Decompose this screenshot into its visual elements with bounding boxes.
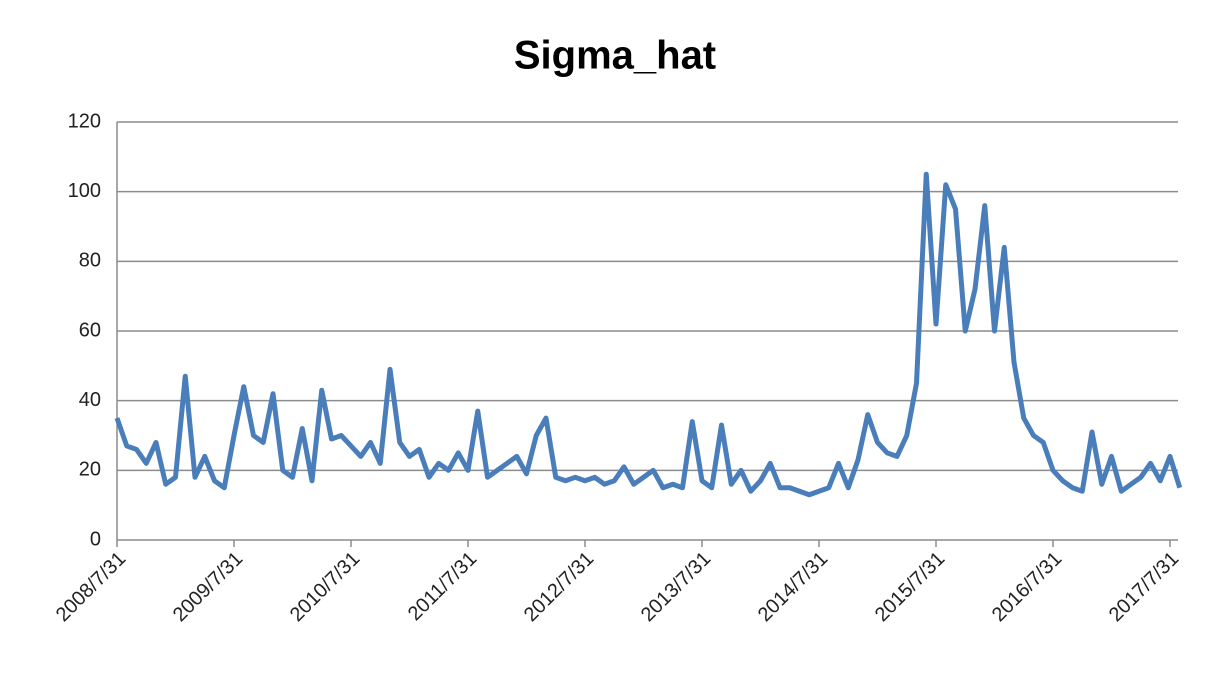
x-tick-label: 2010/7/31 [286,548,364,626]
y-tick-label: 0 [90,528,101,550]
y-tick-label: 120 [68,110,101,132]
x-tick-label: 2008/7/31 [52,548,130,626]
x-tick-label: 2014/7/31 [754,548,832,626]
x-tick-label: 2017/7/31 [1105,548,1183,626]
chart-title: Sigma_hat [514,34,716,78]
x-tick-label: 2016/7/31 [988,548,1066,626]
y-tick-label: 80 [79,250,101,272]
x-tick-label: 2009/7/31 [169,548,247,626]
y-tick-label: 40 [79,389,101,411]
data-line [114,171,1183,498]
y-tick-label: 20 [79,459,101,481]
x-tick-label: 2015/7/31 [871,548,949,626]
x-tick-label: 2011/7/31 [404,548,481,625]
y-tick-label: 100 [68,180,101,202]
y-tick-label: 60 [79,319,101,341]
x-tick-label: 2012/7/31 [520,548,598,626]
x-tick-label: 2013/7/31 [637,548,715,626]
